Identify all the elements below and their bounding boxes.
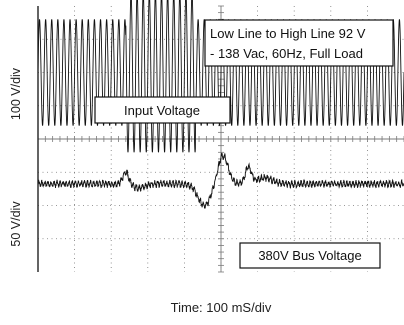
x-axis-label: Time: 100 mS/div (171, 300, 272, 315)
bus-voltage-legend-box (239, 242, 381, 269)
input-voltage-legend-box (94, 96, 231, 124)
test-condition-box (204, 19, 394, 67)
bus-scale-label: 50 V/div (9, 201, 23, 247)
bus-voltage-legend: 380V Bus Voltage (239, 242, 381, 269)
bus-voltage-trace (37, 152, 404, 209)
trace-layer (37, 0, 404, 209)
test-condition-note: Low Line to High Line 92 V - 138 Vac, 60… (204, 19, 394, 67)
input-voltage-trace (37, 0, 404, 153)
input-voltage-legend: Input Voltage (94, 96, 231, 124)
input-scale-label: 100 V/div (9, 67, 23, 120)
test-condition-line-2: - 138 Vac, 60Hz, Full Load (210, 46, 363, 61)
test-condition-line-1: Low Line to High Line 92 V (210, 26, 366, 41)
input-voltage-label: Input Voltage (124, 103, 200, 118)
bus-voltage-label: 380V Bus Voltage (258, 248, 361, 263)
